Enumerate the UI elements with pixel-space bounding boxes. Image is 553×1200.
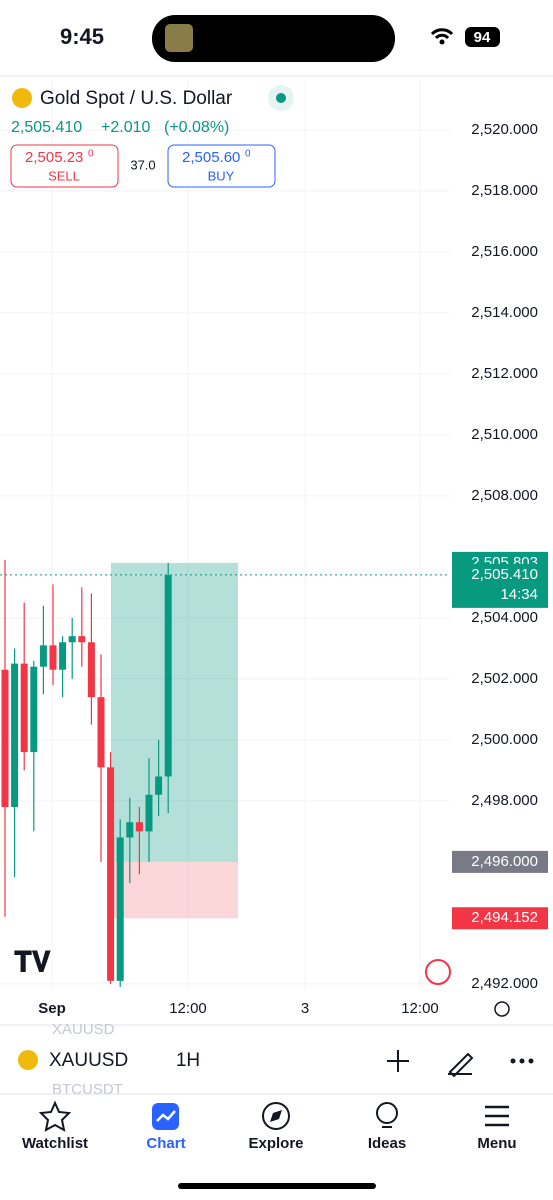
add-icon[interactable] — [387, 1050, 409, 1072]
sell-button[interactable] — [10, 144, 119, 188]
y-tick-label: 2,492.000 — [471, 975, 538, 992]
explore-icon[interactable] — [262, 1102, 290, 1130]
y-tick-label: 2,498.000 — [471, 792, 538, 809]
y-tick-label: 2,504.000 — [471, 609, 538, 626]
plot: 2,492.000 2,498.000 2,500.000 2,502.000 2,50… — [0, 78, 548, 1017]
candle-body — [126, 822, 134, 838]
sell-price: 2,505.23 — [25, 149, 83, 166]
profit-zone — [111, 562, 238, 862]
clock: 9:45 — [60, 24, 104, 49]
y-tick-label: 2,514.000 — [471, 304, 538, 321]
candle-body — [20, 663, 28, 753]
candle-body — [107, 767, 115, 981]
candle-body — [145, 794, 153, 832]
last-price: 2,505.410 — [11, 119, 82, 136]
ghost-symbol: XAUUSD — [52, 1021, 115, 1038]
candle-body — [78, 636, 86, 643]
tab-bar — [0, 1094, 553, 1200]
tab-label[interactable]: Menu — [477, 1135, 516, 1152]
tab-label[interactable]: Ideas — [368, 1135, 406, 1152]
price-tag-countdown: 14:34 — [500, 586, 538, 603]
change-pct: (+0.08%) — [164, 119, 229, 136]
toolbar-symbol[interactable]: XAUUSD — [49, 1050, 128, 1071]
candle-body — [1, 669, 9, 807]
candle-body — [97, 697, 105, 768]
toolbar-interval[interactable]: 1H — [176, 1050, 200, 1071]
y-tick-label: 2,500.000 — [471, 731, 538, 748]
gold-icon — [12, 88, 32, 108]
gold-icon — [18, 1050, 38, 1070]
candle-body — [49, 645, 57, 670]
settings-icon[interactable] — [494, 1001, 510, 1017]
y-tick-label: 2,502.000 — [471, 670, 538, 687]
candle-body — [116, 837, 124, 981]
buy-price-sup: 0 — [245, 149, 251, 160]
loss-zone — [111, 861, 238, 919]
candle-body — [155, 776, 163, 795]
dynamic-island — [152, 15, 395, 62]
candle-body — [68, 636, 76, 643]
sell-price-sup: 0 — [88, 149, 94, 160]
price-tag-label: 2,496.000 — [471, 853, 538, 870]
candle-body — [87, 642, 95, 698]
price-tag — [452, 563, 548, 608]
battery-level: 94 — [474, 29, 491, 46]
candle-body — [39, 645, 47, 667]
more-icon[interactable] — [510, 1058, 534, 1064]
watchlist-icon[interactable] — [38, 1100, 72, 1132]
tab-label[interactable]: Explore — [248, 1135, 303, 1152]
y-tick-label: 2,520.000 — [471, 121, 538, 138]
battery — [465, 27, 500, 47]
price-tag-label: 2,505.410 — [471, 566, 538, 583]
tab-label[interactable]: Chart — [146, 1135, 185, 1152]
buy-label: BUY — [208, 168, 235, 183]
price-tag-label: 2,494.152 — [471, 909, 538, 926]
buy-price: 2,505.60 — [182, 149, 240, 166]
price-tag — [452, 907, 548, 930]
y-tick-label: 2,516.000 — [471, 243, 538, 260]
draw-icon[interactable] — [448, 1052, 474, 1078]
candle-body — [135, 822, 143, 832]
wifi-icon — [430, 28, 454, 40]
ideas-icon[interactable] — [376, 1102, 398, 1124]
home-indicator — [178, 1183, 376, 1189]
buy-button[interactable] — [167, 144, 276, 188]
candle-body — [164, 575, 172, 777]
y-tick-label: 2,512.000 — [471, 365, 538, 382]
x-tick-label: 3 — [301, 1000, 309, 1017]
candle-body — [30, 666, 38, 753]
x-tick-label: 12:00 — [401, 1000, 439, 1017]
y-tick-label: 2,510.000 — [471, 426, 538, 443]
wifi-dot — [439, 39, 445, 45]
spread: 37.0 — [130, 157, 155, 172]
candle-body — [59, 642, 67, 670]
x-tick-label: Sep — [38, 1000, 66, 1017]
price-tag — [452, 850, 548, 873]
tv-logo: 𝐓𝐕 — [14, 946, 51, 977]
candle-body — [11, 663, 19, 807]
app-thumb — [165, 24, 193, 52]
tab-label[interactable]: Watchlist — [22, 1135, 88, 1152]
menu-icon[interactable] — [485, 1105, 509, 1127]
y-tick-label: 2,518.000 — [471, 182, 538, 199]
y-tick-label: 2,508.000 — [471, 487, 538, 504]
x-tick-label: 12:00 — [169, 1000, 207, 1017]
sell-label: SELL — [48, 168, 80, 183]
change: +2.010 — [101, 119, 150, 136]
explore-needle — [270, 1110, 282, 1122]
symbol-title: Gold Spot / U.S. Dollar — [40, 88, 233, 109]
status-dot — [276, 93, 286, 103]
calendar-flag[interactable] — [425, 959, 451, 985]
chart-icon-line — [156, 1110, 176, 1122]
